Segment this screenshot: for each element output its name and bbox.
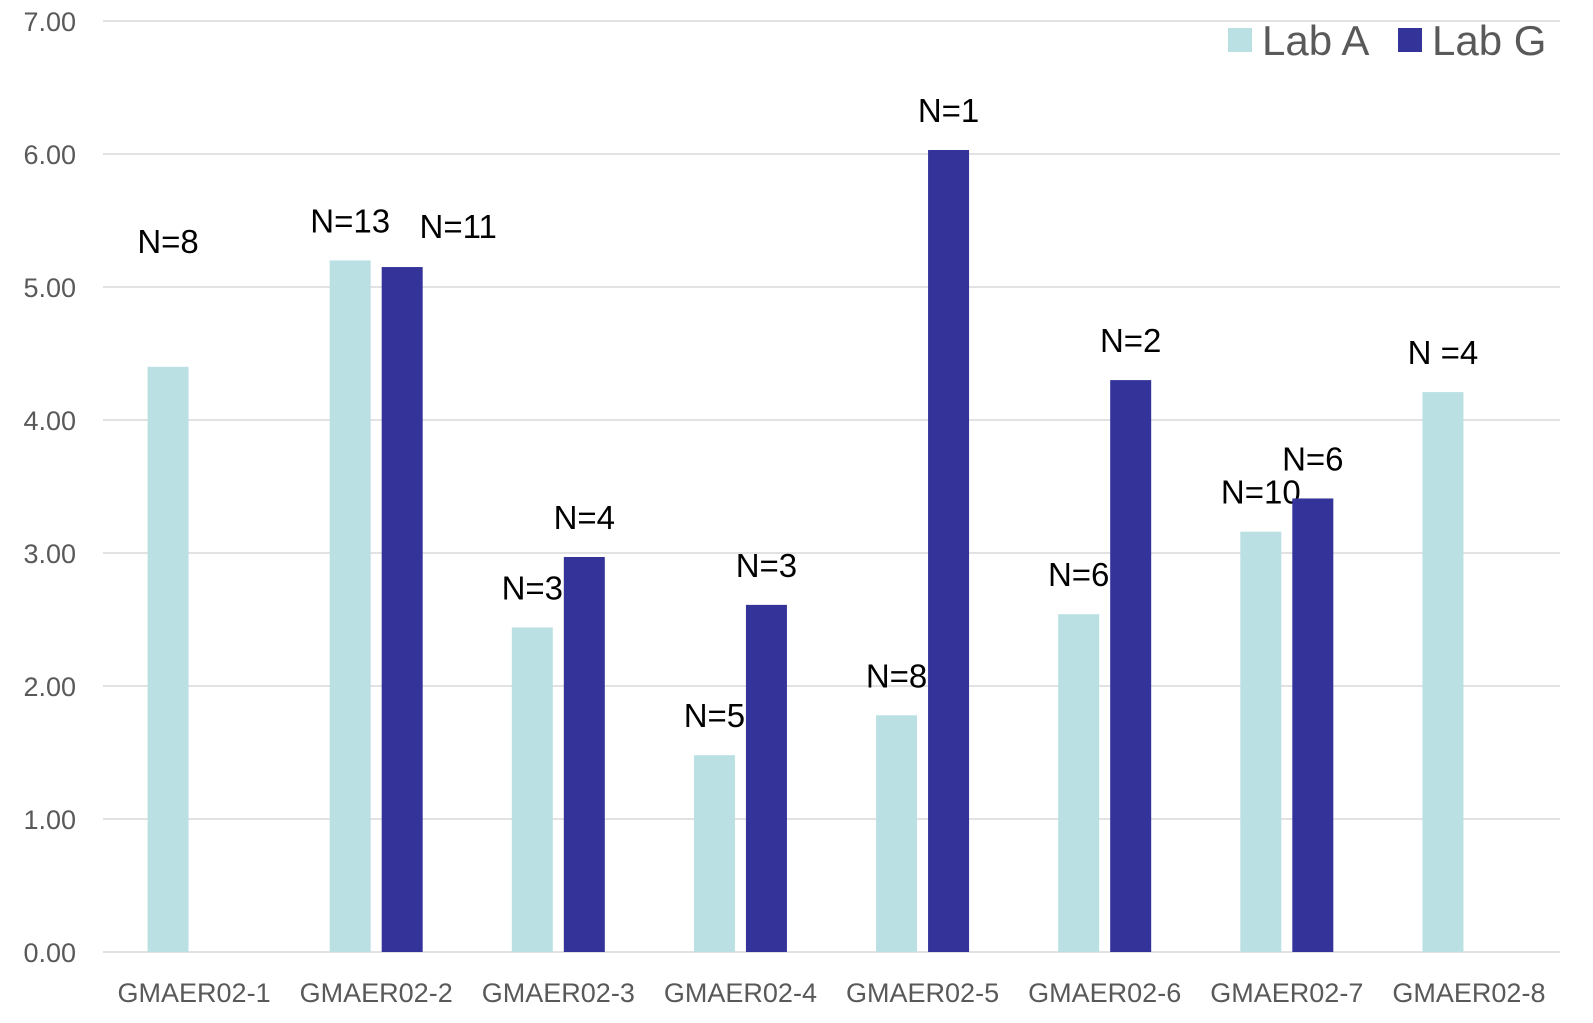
bar-lab-a [329, 260, 371, 952]
x-tick-label: GMAER02-8 [1392, 978, 1545, 1008]
data-label: N=2 [1100, 322, 1161, 359]
data-label: N =4 [1408, 334, 1479, 371]
y-tick-label: 3.00 [23, 539, 76, 569]
bar-lab-g [1292, 498, 1334, 952]
bar-lab-a [1240, 531, 1282, 952]
data-label: N=6 [1282, 440, 1343, 477]
y-tick-label: 7.00 [23, 7, 76, 37]
bar-lab-a [147, 366, 189, 952]
data-label: N=1 [918, 92, 979, 129]
data-label: N=13 [310, 202, 390, 239]
x-tick-label: GMAER02-3 [482, 978, 635, 1008]
bar-lab-g [381, 267, 423, 952]
bar-lab-a [693, 755, 735, 952]
data-label: N=8 [137, 223, 198, 260]
legend-label: Lab A [1262, 17, 1369, 64]
data-label: N=8 [866, 657, 927, 694]
bar-lab-a [1422, 392, 1464, 952]
y-tick-label: 1.00 [23, 805, 76, 835]
x-tick-label: GMAER02-5 [846, 978, 999, 1008]
y-tick-label: 4.00 [23, 406, 76, 436]
data-label: N=10 [1221, 474, 1301, 511]
legend-swatch [1228, 28, 1252, 52]
data-label: N=6 [1048, 556, 1109, 593]
x-tick-label: GMAER02-2 [300, 978, 453, 1008]
y-tick-label: 2.00 [23, 672, 76, 702]
bar-lab-g [563, 556, 605, 952]
y-tick-label: 6.00 [23, 140, 76, 170]
data-label: N=3 [736, 547, 797, 584]
data-label: N=11 [420, 208, 497, 245]
x-tick-label: GMAER02-7 [1210, 978, 1363, 1008]
bar-lab-a [876, 715, 918, 952]
bar-lab-g [1110, 380, 1152, 953]
y-tick-label: 0.00 [23, 938, 76, 968]
data-label: N=4 [554, 499, 615, 536]
bar-lab-g [745, 604, 787, 952]
data-label: N=5 [684, 697, 745, 734]
y-tick-label: 5.00 [23, 273, 76, 303]
bar-lab-a [511, 627, 553, 952]
legend-label: Lab G [1432, 17, 1546, 64]
x-tick-label: GMAER02-1 [118, 978, 271, 1008]
x-tick-label: GMAER02-4 [664, 978, 817, 1008]
data-label: N=3 [502, 569, 563, 606]
bar-lab-a [1058, 614, 1100, 952]
legend-swatch [1398, 28, 1422, 52]
bar-lab-g [928, 150, 970, 952]
x-tick-label: GMAER02-6 [1028, 978, 1181, 1008]
